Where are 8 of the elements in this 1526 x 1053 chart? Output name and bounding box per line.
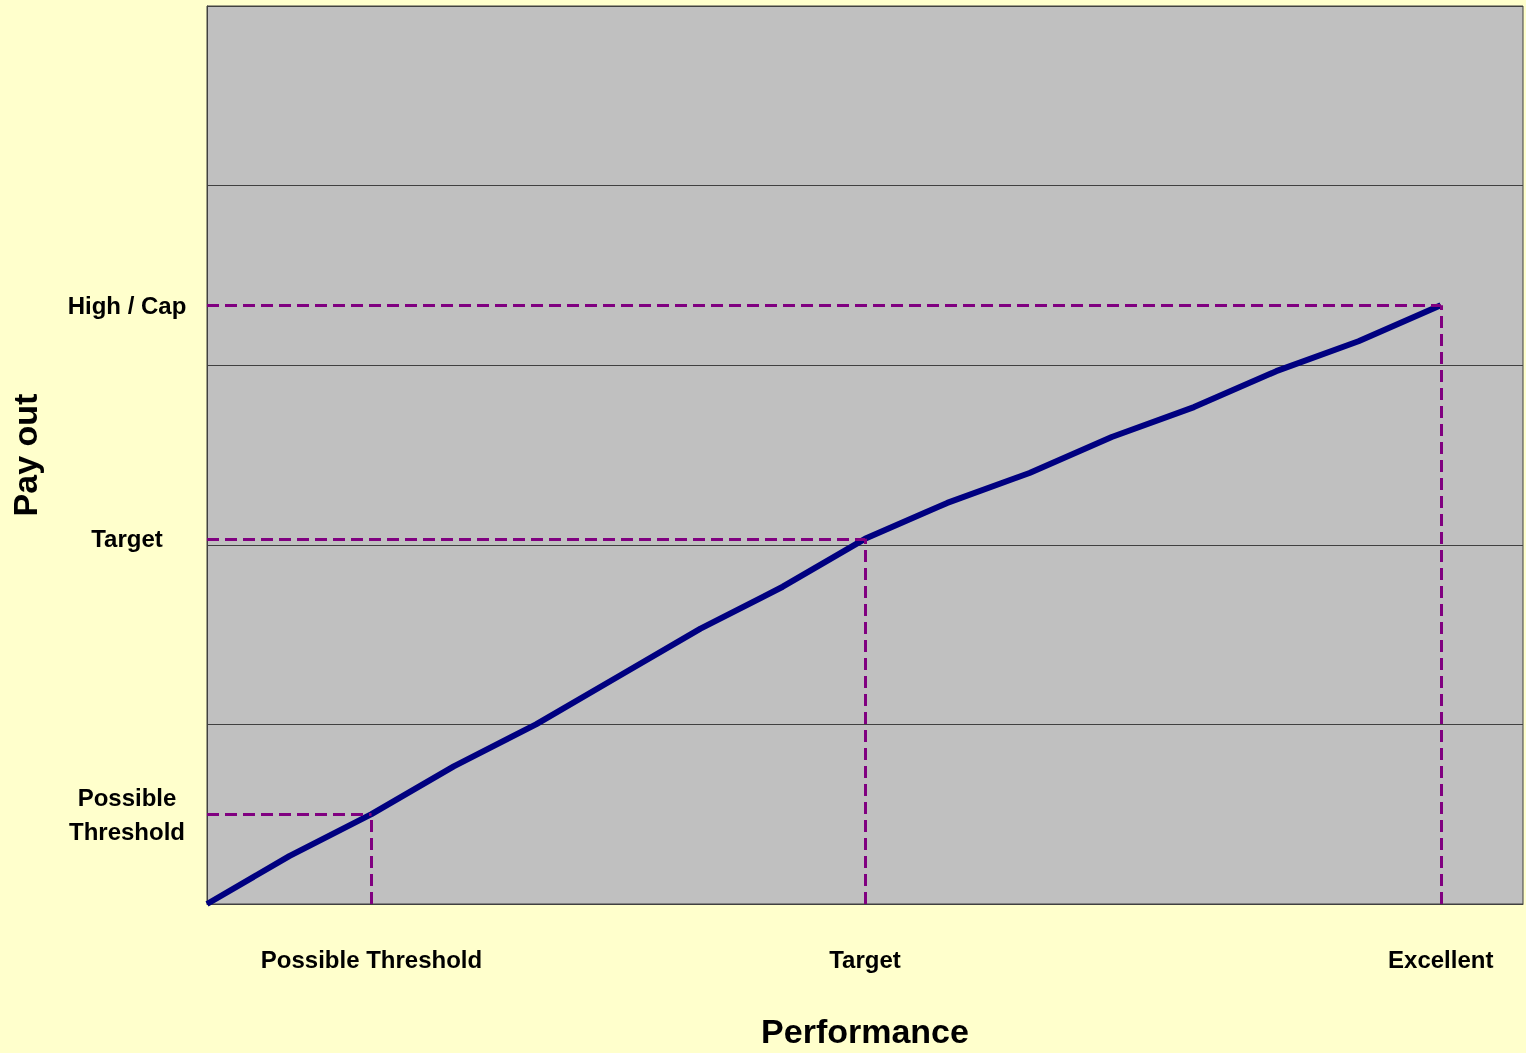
x-tick-label: Target [829, 945, 901, 973]
x-tick-label: Possible Threshold [260, 945, 483, 973]
ref-line-label: Possible Threshold [68, 783, 186, 845]
ref-line-label: High / Cap [67, 291, 187, 319]
x-tick-label: Excellent [1388, 945, 1494, 973]
y-axis-title: Pay out [6, 393, 44, 517]
ref-line-label: Target [91, 525, 163, 553]
x-axis-title: Performance [761, 1012, 969, 1050]
